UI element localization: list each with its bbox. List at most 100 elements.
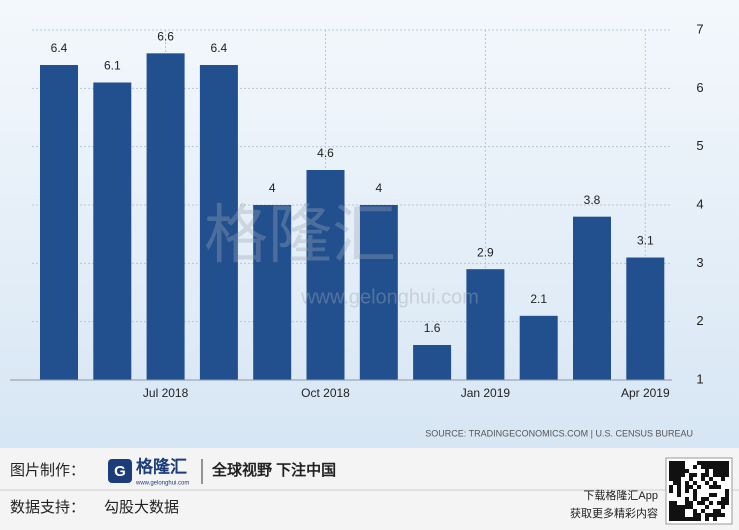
qr-module [681, 505, 685, 509]
qr-module [713, 509, 717, 513]
y-tick-label: 2 [696, 313, 703, 328]
qr-module [713, 461, 717, 465]
qr-module [685, 505, 689, 509]
qr-module [673, 517, 677, 521]
bar [253, 205, 292, 380]
y-tick-label: 4 [696, 196, 703, 211]
bar [93, 82, 132, 380]
qr-module [701, 501, 705, 505]
qr-module [681, 473, 685, 477]
qr-module [721, 473, 725, 477]
qr-module [717, 513, 721, 517]
qr-module [725, 489, 729, 493]
data-provider: 勾股大数据 [104, 499, 179, 516]
qr-module [693, 481, 697, 485]
qr-module [721, 513, 725, 517]
qr-module [701, 509, 705, 513]
qr-module [713, 513, 717, 517]
x-tick-label: Jan 2019 [461, 386, 511, 400]
bar [466, 269, 505, 380]
qr-module [725, 501, 729, 505]
y-tick-label: 6 [696, 80, 703, 95]
qr-module [709, 501, 713, 505]
qr-module [725, 465, 729, 469]
data-label: 6.4 [51, 41, 68, 55]
qr-module [705, 481, 709, 485]
qr-module [669, 465, 673, 469]
qr-module [681, 461, 685, 465]
qr-module [669, 489, 673, 493]
watermark-url: www.gelonghui.com [300, 286, 479, 308]
qr-module [685, 501, 689, 505]
y-tick-label: 7 [696, 21, 703, 36]
bar [413, 345, 452, 380]
qr-module [721, 505, 725, 509]
qr-module [685, 517, 689, 521]
qr-module [677, 465, 681, 469]
qr-module [697, 485, 701, 489]
qr-module [673, 461, 677, 465]
qr-module [673, 469, 677, 473]
qr-module [705, 465, 709, 469]
qr-module [717, 485, 721, 489]
qr-module [673, 501, 677, 505]
watermark-title: 格隆汇 [204, 199, 396, 271]
y-tick-label: 5 [696, 138, 703, 153]
qr-module [717, 501, 721, 505]
qr-module [709, 493, 713, 497]
qr-module [673, 477, 677, 481]
x-tick-label: Oct 2018 [301, 386, 350, 400]
qr-module [669, 477, 673, 481]
qr-module [677, 513, 681, 517]
qr-module [677, 505, 681, 509]
x-tick-label: Jul 2018 [143, 386, 189, 400]
qr-module [681, 469, 685, 473]
qr-module [701, 461, 705, 465]
qr-module [697, 517, 701, 521]
qr-module [689, 501, 693, 505]
logo-icon-letter: G [114, 463, 126, 480]
qr-module [673, 505, 677, 509]
qr-module [713, 517, 717, 521]
qr-module [693, 509, 697, 513]
qr-module [725, 473, 729, 477]
qr-module [693, 517, 697, 521]
qr-module [705, 513, 709, 517]
qr-module [693, 489, 697, 493]
qr-module [677, 489, 681, 493]
qr-module [709, 461, 713, 465]
qr-module [697, 461, 701, 465]
qr-module [677, 493, 681, 497]
qr-module [673, 465, 677, 469]
qr-module [673, 481, 677, 485]
qr-module [669, 517, 673, 521]
qr-module [685, 489, 689, 493]
qr-module [705, 473, 709, 477]
qr-module [717, 461, 721, 465]
qr-code [665, 457, 733, 525]
qr-modules [669, 461, 729, 521]
logo-text: 格隆汇 [136, 456, 187, 476]
qr-module [669, 473, 673, 477]
qr-module [689, 485, 693, 489]
qr-module [681, 465, 685, 469]
data-label: 6.6 [157, 30, 174, 44]
qr-module [693, 493, 697, 497]
made-by-label: 图片制作： [10, 462, 85, 479]
qr-module [669, 513, 673, 517]
qr-module [669, 501, 673, 505]
y-tick-label: 1 [696, 371, 703, 386]
qr-module [725, 469, 729, 473]
qr-module [701, 465, 705, 469]
qr-module [717, 473, 721, 477]
qr-module [673, 513, 677, 517]
qr-module [693, 513, 697, 517]
source: SOURCE: TRADINGECONOMICS.COM | U.S. CENS… [425, 428, 693, 438]
qr-module [677, 461, 681, 465]
qr-module [669, 485, 673, 489]
data-label: 数据支持： [10, 499, 85, 516]
qr-module [713, 465, 717, 469]
qr-module [669, 505, 673, 509]
bar [359, 205, 398, 380]
qr-module [685, 485, 689, 489]
